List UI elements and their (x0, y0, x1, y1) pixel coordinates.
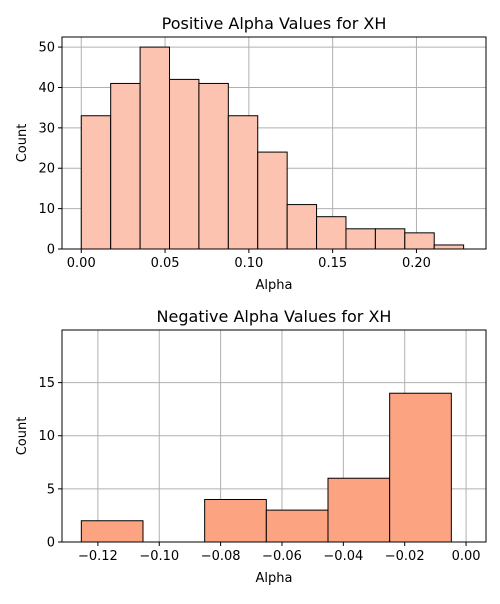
chart-1-bar (257, 151, 288, 250)
chart-1-plot-frame (61, 36, 487, 250)
chart-1-y-tick-label: 40 (38, 81, 55, 96)
chart-2-bar (204, 498, 267, 543)
chart-2-x-tick-label: −0.08 (201, 549, 241, 564)
chart-1-y-tick-label: 20 (38, 162, 55, 177)
chart-1-bar (198, 82, 229, 250)
chart-2-bar (327, 477, 391, 543)
chart-1-bar (374, 228, 406, 250)
chart-1-x-tick-label: 0.00 (67, 256, 96, 271)
chart-1-bar (345, 228, 376, 250)
chart-1-x-tick-label: 0.20 (402, 256, 431, 271)
chart-2-x-tick-label: −0.10 (139, 549, 179, 564)
chart-2-y-tick-label: 10 (38, 429, 55, 444)
chart-2-x-tick-label: −0.12 (78, 549, 118, 564)
chart-2-y-tick-label: 0 (47, 536, 55, 551)
chart-1-bar (227, 115, 259, 250)
chart-2-y-axis-label: Count (15, 417, 30, 456)
chart-1-x-axis-label: Alpha (256, 278, 293, 293)
chart-1-bar (404, 232, 435, 250)
chart-1-x-tick-label: 0.05 (151, 256, 180, 271)
chart-1-bar (139, 46, 171, 250)
chart-2-x-tick-label: −0.06 (262, 549, 302, 564)
chart-2-y-tick-label: 5 (47, 482, 55, 497)
chart-2-bar (265, 509, 329, 543)
chart-1-y-tick-label: 50 (38, 41, 55, 56)
chart-1-bar (169, 78, 200, 250)
chart-1-bar (316, 216, 347, 250)
chart-2-y-tick-label: 15 (38, 376, 55, 391)
chart-1-y-tick-label: 0 (47, 243, 55, 258)
chart-1-x-tick-label: 0.10 (234, 256, 263, 271)
chart-1-bar (110, 82, 141, 250)
chart-1-x-tick-label: 0.15 (318, 256, 347, 271)
chart-1-bar (80, 115, 112, 250)
chart-1-y-axis-label: Count (15, 124, 30, 163)
chart-2-x-tick-label: 0.00 (452, 549, 481, 564)
chart-1-title: Positive Alpha Values for XH (162, 14, 387, 33)
chart-2-title: Negative Alpha Values for XH (157, 307, 392, 326)
chart-1-y-tick-label: 30 (38, 121, 55, 136)
chart-2-bar (80, 520, 144, 543)
chart-2-x-axis-label: Alpha (256, 571, 293, 586)
chart-1-bar (286, 204, 318, 250)
chart-2-bar (389, 392, 452, 543)
chart-1-y-tick-label: 10 (38, 202, 55, 217)
chart-2-x-tick-label: −0.04 (323, 549, 363, 564)
chart-1-bar (433, 244, 465, 250)
chart-2-x-tick-label: −0.02 (385, 549, 425, 564)
